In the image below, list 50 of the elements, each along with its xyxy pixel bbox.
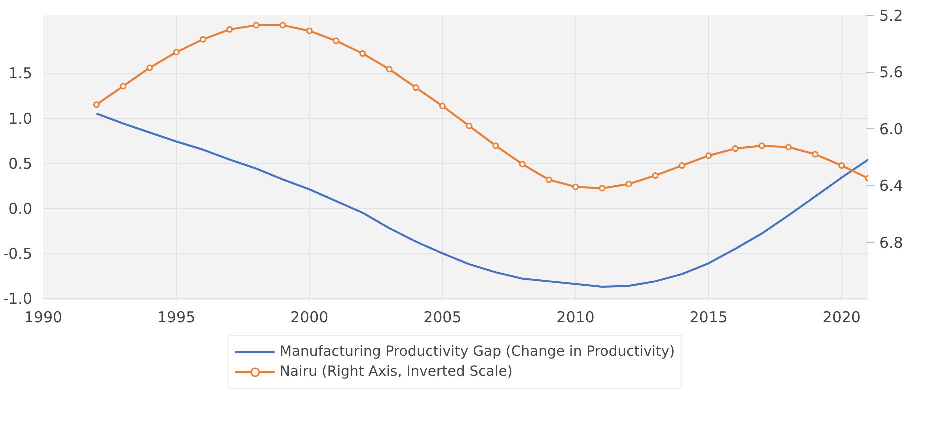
point [706, 152, 712, 160]
point [386, 66, 393, 73]
point [466, 122, 473, 130]
y2-tick-label: 6.8 [880, 234, 904, 252]
legend-label: Manufacturing Productivity Gap (Change in Productivity) [280, 344, 676, 360]
point [599, 185, 606, 192]
point [678, 162, 686, 170]
x-tick-label: 2020 [822, 308, 861, 326]
point [626, 180, 632, 188]
point [652, 172, 659, 179]
y2-tick-label: 5.2 [880, 7, 904, 25]
y-tick-label: -1.0 [3, 290, 33, 308]
legend-label: Nairu (Right Axis, Inverted Scale) [280, 364, 513, 380]
x-tick-label: 2000 [290, 308, 329, 326]
y-tick-label: 1.0 [8, 110, 33, 128]
point [93, 102, 100, 108]
point [120, 83, 127, 90]
point [519, 161, 526, 168]
point [785, 144, 792, 151]
point [332, 38, 340, 44]
point [572, 184, 580, 190]
y2-tick-label: 6.4 [880, 177, 904, 196]
point [280, 22, 286, 29]
point [146, 64, 154, 72]
x-tick-label: 1995 [157, 308, 196, 326]
y2-tick-label: 6.0 [880, 120, 904, 138]
point [360, 50, 366, 58]
point [546, 176, 552, 184]
point [838, 162, 846, 170]
point [758, 142, 766, 150]
x-tick-label: 2015 [690, 308, 728, 326]
point [200, 36, 206, 43]
point [492, 142, 500, 150]
y-tick-label: 0.0 [8, 200, 33, 218]
point [439, 103, 446, 110]
x-tick-label: 2010 [556, 308, 595, 326]
point [412, 84, 420, 92]
y2-tick-label: 5.6 [880, 64, 904, 82]
point [306, 28, 313, 34]
point [226, 26, 234, 33]
y-tick-label: 1.5 [8, 64, 33, 83]
line-series [96, 112, 868, 288]
x-tick-label: 2005 [424, 308, 462, 326]
point [173, 49, 180, 56]
y-tick-label: 0.5 [8, 154, 33, 173]
point [253, 22, 260, 29]
point [732, 146, 739, 152]
y-tick-label: -0.5 [3, 245, 33, 264]
point [812, 151, 819, 158]
x-tick-label: 1990 [24, 308, 63, 326]
